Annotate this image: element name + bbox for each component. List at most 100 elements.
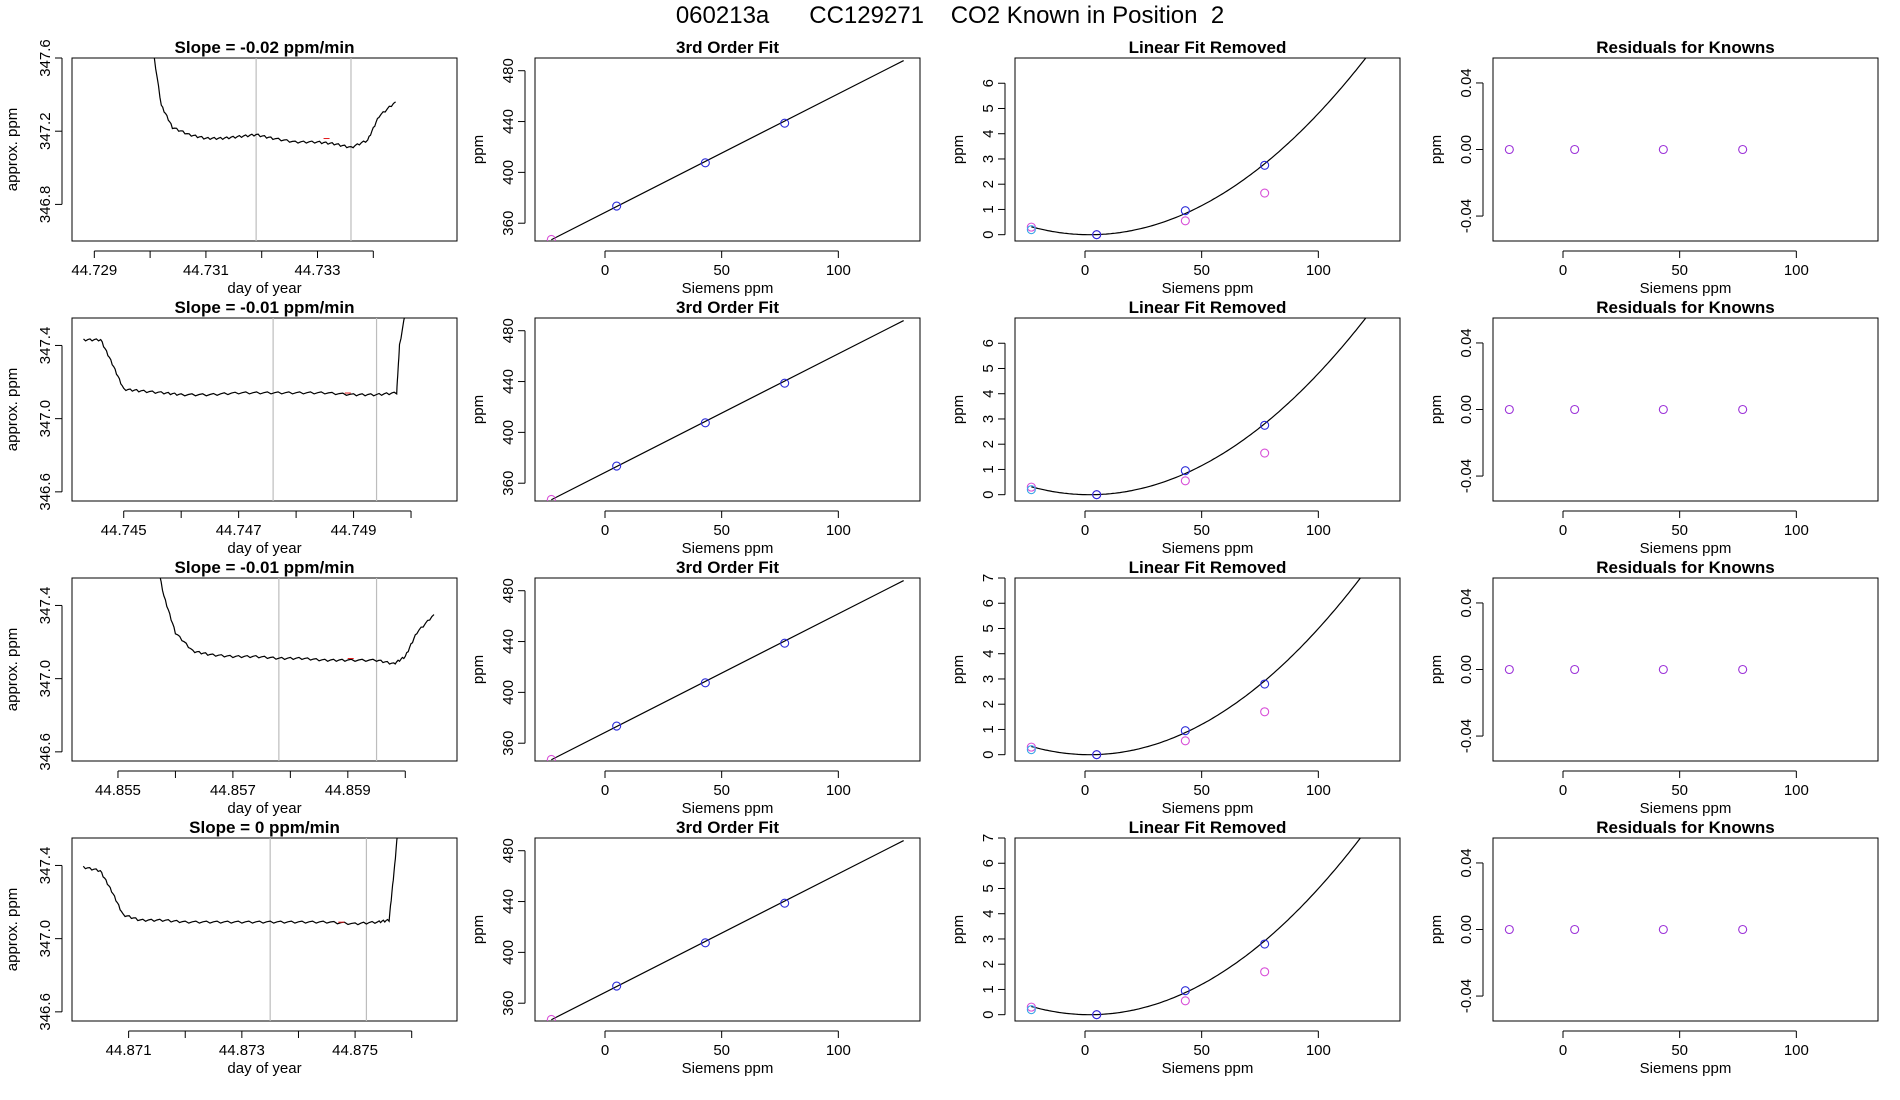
data-point (1738, 664, 1748, 675)
raw-point (1180, 996, 1190, 1006)
data-point (700, 678, 710, 688)
data-point (1738, 144, 1748, 155)
raw-point (1180, 476, 1190, 486)
y-tick-label: 6 (980, 79, 997, 87)
x-tick-label: 44.875 (332, 1042, 378, 1059)
fit-point (1026, 225, 1036, 235)
x-tick-label: 0 (601, 262, 609, 279)
x-tick-label: 50 (713, 262, 730, 279)
y-tick-label: 480 (500, 58, 517, 83)
y-tick-label: 2 (980, 960, 997, 968)
x-axis-label: day of year (227, 800, 301, 817)
y-tick-label: 1 (980, 725, 997, 733)
y-tick-label: 0.04 (1458, 848, 1475, 877)
y-tick-label: 0.04 (1458, 588, 1475, 617)
x-tick-label: 0 (1081, 522, 1089, 539)
x-axis-label: Siemens ppm (682, 280, 774, 297)
y-tick-label: 360 (500, 211, 517, 236)
panel-r2-c4: Residuals for Knowns 0 50 100 Siemens ppm -0.… (1428, 298, 1879, 557)
data-point (612, 201, 622, 211)
y-tick-label: 480 (500, 318, 517, 343)
data-point (700, 938, 710, 948)
y-tick-label: 0 (980, 491, 997, 499)
y-axis-label: approx. ppm (4, 888, 21, 971)
x-tick-label: 50 (1671, 522, 1688, 539)
data-point (1570, 924, 1580, 935)
y-tick-label: 2 (980, 180, 997, 188)
y-tick-label: 440 (500, 889, 517, 914)
panel-title: 3rd Order Fit (676, 38, 779, 57)
y-axis-label: ppm (1428, 395, 1445, 424)
y-tick-label: 480 (500, 578, 517, 603)
y-tick-label: 0.00 (1458, 395, 1475, 424)
y-tick-label: 346.6 (37, 993, 54, 1031)
data-point (700, 158, 710, 168)
raw-point (1180, 736, 1190, 746)
raw-point (1260, 967, 1270, 977)
panel-r4-c2: 3rd Order Fit 0 50 100 Siemens ppm 360 400 440 4… (470, 818, 921, 1077)
figure-title: 060213a CC129271 CO2 Known in Position 2 (675, 2, 1225, 29)
data-point (1738, 404, 1748, 415)
panel-title: Linear Fit Removed (1129, 558, 1287, 577)
y-tick-label: 0 (980, 231, 997, 239)
y-tick-label: 0 (980, 1011, 997, 1019)
data-point (780, 378, 790, 388)
raw-point (1260, 448, 1270, 458)
fit-curve (551, 840, 904, 1021)
panel-title: 3rd Order Fit (676, 818, 779, 837)
x-tick-label: 50 (1193, 1042, 1210, 1059)
panel-r2-c1: Slope = -0.01 ppm/min 44.745 44.747 44.749 d… (4, 298, 458, 557)
fit-curve (1031, 838, 1362, 1016)
y-tick-label: 346.6 (37, 473, 54, 511)
x-tick-label: 0 (1081, 782, 1089, 799)
fit-point (1026, 1005, 1036, 1015)
data-point (1504, 144, 1514, 155)
y-tick-label: 2 (980, 700, 997, 708)
y-axis-label: ppm (950, 655, 967, 684)
y-tick-label: 440 (500, 109, 517, 134)
y-tick-label: 7 (980, 834, 997, 842)
fit-curve (1031, 318, 1367, 496)
x-tick-label: 100 (1306, 522, 1331, 539)
plot-area (1026, 578, 1362, 760)
fit-point (1180, 726, 1190, 736)
y-tick-label: 5 (980, 884, 997, 892)
data-trace (82, 838, 398, 926)
y-axis-label: approx. ppm (4, 368, 21, 451)
plot-frame (71, 317, 458, 502)
panel-title: Slope = -0.01 ppm/min (175, 558, 355, 577)
y-tick-label: 6 (980, 599, 997, 607)
fit-point (1092, 750, 1102, 760)
plot-area (1026, 838, 1362, 1020)
plot-frame (1014, 577, 1401, 762)
y-axis-label: ppm (470, 135, 487, 164)
y-tick-label: 1 (980, 985, 997, 993)
plot-frame (1492, 317, 1879, 502)
plot-area (546, 60, 904, 241)
x-tick-label: 100 (1784, 1042, 1809, 1059)
plot-frame (71, 837, 458, 1022)
x-tick-label: 0 (601, 782, 609, 799)
panel-title: Linear Fit Removed (1129, 298, 1287, 317)
x-axis-label: Siemens ppm (1162, 800, 1254, 817)
x-tick-label: 50 (1193, 262, 1210, 279)
panel-r1-c4: Residuals for Knowns 0 50 100 Siemens ppm -0.… (1428, 38, 1879, 297)
y-tick-label: 347.0 (37, 920, 54, 958)
x-tick-label: 100 (826, 782, 851, 799)
y-tick-label: 347.4 (37, 327, 54, 365)
y-axis-label: ppm (1428, 915, 1445, 944)
fit-curve (1031, 58, 1367, 236)
plot-area (1504, 924, 1748, 935)
x-tick-label: 0 (1559, 522, 1567, 539)
x-tick-label: 50 (1671, 782, 1688, 799)
y-tick-label: -0.04 (1458, 979, 1475, 1013)
y-tick-label: 3 (980, 155, 997, 163)
x-tick-label: 44.747 (216, 522, 262, 539)
panel-title: Residuals for Knowns (1596, 298, 1775, 317)
fit-point (1260, 679, 1270, 689)
x-axis-label: Siemens ppm (682, 540, 774, 557)
data-point (546, 234, 556, 241)
data-point (780, 118, 790, 128)
x-tick-label: 100 (1306, 262, 1331, 279)
plot-area (1504, 144, 1748, 155)
